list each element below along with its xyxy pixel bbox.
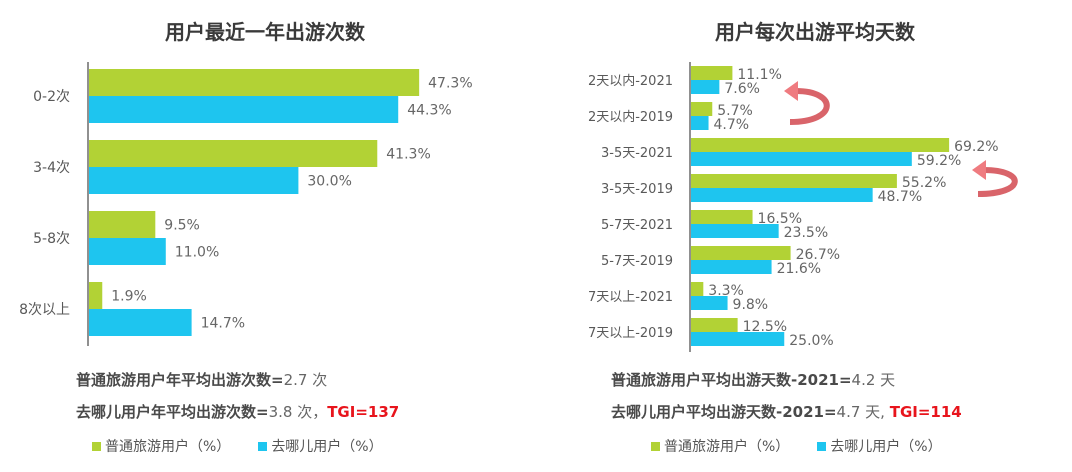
curved-arrow-icon [789, 88, 830, 125]
bar-regular [691, 282, 704, 296]
category-label: 3-5天-2019 [601, 182, 673, 197]
bar-qunar [691, 188, 873, 202]
legend-label: 去哪儿用户（%） [830, 439, 942, 455]
data-label: 3.3% [708, 283, 744, 299]
data-label: 48.7% [878, 189, 922, 205]
legend-item-qunar: 去哪儿用户（%） [258, 436, 383, 456]
data-label: 7.6% [724, 81, 760, 97]
note-label: 普通旅游用户平均出游天数-2021= [611, 371, 852, 389]
data-label: 23.5% [784, 225, 828, 241]
data-label: 9.8% [733, 297, 769, 313]
data-label: 25.0% [789, 333, 833, 349]
note-label: 去哪儿用户年平均出游次数= [76, 403, 269, 421]
category-label: 3-5天-2021 [601, 146, 673, 161]
legend-swatch-qunar [258, 441, 268, 451]
data-label: 21.6% [777, 261, 821, 277]
bar-regular [691, 318, 738, 332]
data-label: 9.5% [164, 218, 200, 234]
note-value: 4.7 天, [836, 403, 890, 421]
curved-arrow-icon [977, 167, 1018, 197]
chart1-title: 用户最近一年出游次数 [165, 20, 365, 44]
category-label: 5-8次 [33, 231, 70, 247]
data-label: 14.7% [201, 316, 245, 332]
bar-regular [691, 138, 950, 152]
legend-item-regular: 普通旅游用户（%） [92, 436, 230, 456]
bar-regular [691, 102, 713, 116]
legend-swatch-regular [651, 441, 660, 451]
bar-regular [89, 282, 103, 309]
bar-regular [691, 174, 897, 188]
bar-regular [691, 66, 733, 80]
data-label: 1.9% [111, 289, 147, 305]
data-label: 44.3% [407, 103, 451, 119]
bar-qunar [89, 167, 299, 194]
note-label: 普通旅游用户年平均出游次数= [76, 371, 284, 389]
legend-item-regular: 普通旅游用户（%） [651, 436, 789, 456]
bar-qunar [691, 296, 728, 310]
bar-qunar [691, 332, 785, 346]
category-label: 7天以上-2019 [588, 326, 673, 341]
chart2-note-qunar: 去哪儿用户平均出游天数-2021=4.7 天, TGI=114 [611, 401, 962, 422]
data-label: 4.7% [714, 117, 750, 133]
chart2-legend: 普通旅游用户（%） 去哪儿用户（%） [651, 436, 970, 456]
chart1-note-regular: 普通旅游用户年平均出游次数=2.7 次 [76, 369, 327, 390]
tgi-value: TGI=137 [327, 403, 400, 421]
data-label: 41.3% [386, 147, 430, 163]
bar-regular [89, 69, 420, 96]
bar-qunar [691, 116, 709, 130]
category-label: 2天以内-2021 [588, 73, 673, 89]
data-label: 16.5% [758, 211, 802, 227]
data-label: 12.5% [743, 319, 787, 335]
bar-regular [691, 246, 791, 260]
bar-qunar [691, 224, 779, 238]
note-value: 2.7 次 [283, 371, 328, 389]
data-label: 5.7% [717, 103, 753, 119]
note-label: 去哪儿用户平均出游天数-2021= [611, 403, 837, 421]
chart2-title: 用户每次出游平均天数 [715, 20, 915, 44]
category-label: 7天以上-2021 [588, 290, 673, 305]
legend-swatch-qunar [817, 441, 827, 451]
tgi-value: TGI=114 [889, 403, 962, 421]
category-label: 8次以上 [19, 302, 70, 318]
bar-qunar [89, 96, 399, 123]
legend-label: 普通旅游用户（%） [664, 439, 790, 455]
legend-label: 普通旅游用户（%） [105, 439, 231, 455]
bar-qunar [691, 80, 720, 94]
bar-regular [89, 211, 156, 238]
bar-regular [691, 210, 753, 224]
data-label: 47.3% [428, 76, 472, 92]
data-label: 11.0% [175, 245, 219, 261]
note-value: 3.8 次， [268, 403, 328, 421]
bar-qunar [89, 238, 166, 265]
data-label: 30.0% [307, 174, 351, 190]
arrow-head-icon [784, 81, 798, 101]
bar-regular [89, 140, 378, 167]
data-label: 26.7% [796, 247, 840, 263]
legend-item-qunar: 去哪儿用户（%） [817, 436, 942, 456]
bar-qunar [691, 260, 772, 274]
data-label: 11.1% [737, 67, 781, 83]
category-label: 2天以内-2019 [588, 109, 673, 125]
data-label: 59.2% [917, 153, 961, 169]
legend-label: 去哪儿用户（%） [271, 439, 383, 455]
chart2-note-regular: 普通旅游用户平均出游天数-2021=4.2 天 [611, 369, 895, 390]
category-label: 5-7天-2021 [601, 218, 673, 233]
chart1-note-qunar: 去哪儿用户年平均出游次数=3.8 次，TGI=137 [76, 401, 399, 422]
legend-swatch-regular [92, 441, 101, 451]
data-label: 69.2% [954, 139, 998, 155]
category-label: 3-4次 [33, 160, 70, 176]
chart1-legend: 普通旅游用户（%） 去哪儿用户（%） [92, 436, 411, 456]
arrow-head-icon [972, 160, 986, 180]
bar-qunar [691, 152, 912, 166]
bar-qunar [89, 309, 192, 336]
data-label: 55.2% [902, 175, 946, 191]
category-label: 0-2次 [33, 89, 70, 105]
category-label: 5-7天-2019 [601, 254, 673, 269]
note-value: 4.2 天 [851, 371, 896, 389]
